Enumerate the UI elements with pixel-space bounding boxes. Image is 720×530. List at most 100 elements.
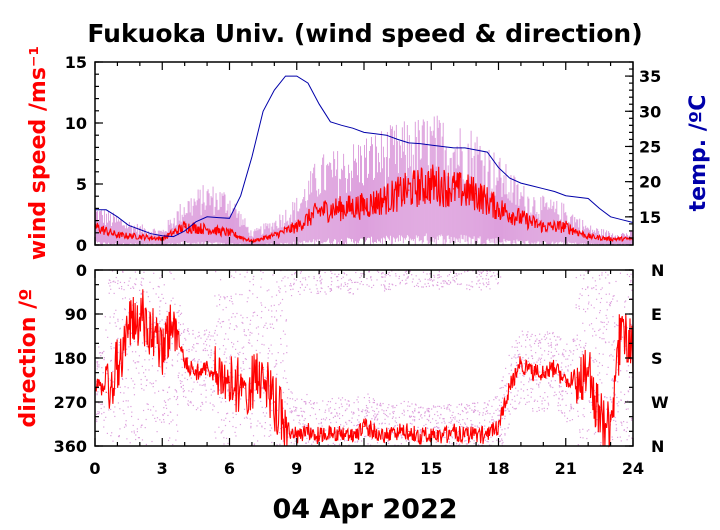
direction-sample-point	[499, 387, 501, 389]
direction-sample-point	[320, 422, 322, 425]
direction-sample-point	[201, 401, 203, 404]
direction-sample-point	[286, 397, 289, 399]
direction-sample-point	[238, 374, 240, 376]
direction-sample-point	[483, 408, 485, 410]
direction-sample-point	[367, 407, 369, 409]
direction-sample-point	[278, 304, 280, 306]
direction-sample-point	[269, 424, 271, 426]
direction-sample-point	[494, 396, 497, 398]
direction-sample-point	[626, 421, 628, 423]
direction-sample-point	[510, 392, 512, 394]
direction-sample-point	[159, 343, 162, 345]
direction-sample-point	[373, 415, 375, 417]
direction-sample-point	[359, 277, 361, 279]
direction-sample-point	[504, 396, 506, 398]
direction-sample-point	[433, 406, 435, 408]
direction-sample-point	[163, 375, 165, 378]
direction-sample-point	[427, 410, 430, 413]
direction-sample-point	[469, 288, 471, 291]
direction-sample-point	[110, 348, 112, 350]
direction-sample-point	[541, 403, 543, 405]
direction-sample-point	[96, 394, 98, 396]
direction-sample-point	[497, 408, 499, 410]
direction-sample-point	[173, 328, 175, 330]
direction-sample-point	[584, 330, 586, 332]
direction-sample-point	[533, 362, 535, 364]
direction-sample-point	[155, 410, 157, 412]
direction-sample-point	[262, 387, 264, 389]
direction-sample-point	[176, 312, 178, 314]
direction-sample-point	[606, 408, 608, 410]
direction-sample-point	[159, 366, 161, 368]
direction-sample-point	[504, 410, 506, 412]
direction-sample-point	[493, 399, 495, 401]
direction-sample-point	[225, 437, 228, 439]
direction-sample-point	[631, 437, 633, 439]
direction-sample-point	[117, 282, 119, 285]
direction-sample-point	[562, 354, 565, 356]
direction-sample-point	[620, 391, 622, 393]
direction-tick-label: 360	[54, 437, 87, 456]
direction-sample-point	[560, 382, 562, 384]
direction-sample-point	[122, 270, 124, 273]
direction-sample-point	[453, 280, 455, 282]
direction-sample-point	[228, 319, 230, 321]
direction-sample-point	[272, 274, 274, 276]
direction-sample-point	[440, 413, 442, 416]
direction-sample-point	[504, 384, 506, 387]
direction-sample-point	[499, 404, 501, 407]
direction-sample-point	[159, 306, 161, 308]
direction-sample-point	[350, 421, 353, 423]
direction-sample-point	[262, 335, 264, 337]
direction-sample-point	[479, 271, 481, 273]
direction-sample-point	[536, 400, 539, 402]
direction-sample-point	[180, 386, 182, 388]
direction-sample-point	[139, 289, 141, 292]
direction-sample-point	[479, 412, 481, 414]
direction-sample-point	[578, 305, 580, 307]
direction-sample-point	[434, 426, 436, 428]
direction-sample-point	[394, 426, 396, 428]
direction-sample-point	[123, 289, 125, 291]
direction-sample-point	[245, 416, 247, 418]
direction-sample-point	[473, 440, 475, 442]
direction-sample-point	[521, 358, 523, 360]
direction-sample-point	[523, 397, 525, 400]
direction-sample-point	[630, 273, 632, 275]
direction-sample-point	[437, 422, 439, 424]
direction-sample-point	[594, 358, 596, 361]
direction-sample-point	[352, 411, 355, 414]
direction-sample-point	[326, 404, 328, 406]
mean-wind-speed-point	[453, 188, 455, 190]
direction-sample-point	[491, 275, 493, 277]
direction-sample-point	[175, 390, 177, 392]
direction-sample-point	[372, 398, 374, 400]
direction-sample-point	[308, 439, 310, 441]
direction-sample-point	[240, 398, 242, 400]
direction-sample-point	[117, 318, 119, 320]
direction-sample-point	[180, 332, 183, 335]
direction-tick-label: 90	[65, 305, 87, 324]
direction-sample-point	[158, 296, 160, 298]
direction-sample-point	[608, 355, 611, 357]
direction-sample-point	[231, 316, 233, 318]
direction-sample-point	[162, 389, 164, 391]
direction-tick-label: 0	[76, 261, 87, 280]
direction-sample-point	[293, 282, 295, 284]
direction-sample-point	[448, 441, 450, 443]
direction-sample-point	[125, 348, 128, 350]
direction-sample-point	[428, 414, 431, 416]
direction-sample-point	[531, 378, 533, 380]
direction-sample-point	[558, 336, 560, 338]
direction-sample-point	[488, 444, 491, 446]
direction-sample-point	[249, 334, 251, 336]
direction-sample-point	[516, 394, 518, 396]
direction-sample-point	[598, 329, 600, 332]
direction-sample-point	[465, 443, 468, 445]
direction-sample-point	[569, 419, 571, 422]
direction-sample-point	[340, 399, 342, 401]
direction-sample-point	[392, 407, 394, 409]
direction-sample-point	[334, 273, 336, 275]
direction-sample-point	[374, 416, 376, 418]
